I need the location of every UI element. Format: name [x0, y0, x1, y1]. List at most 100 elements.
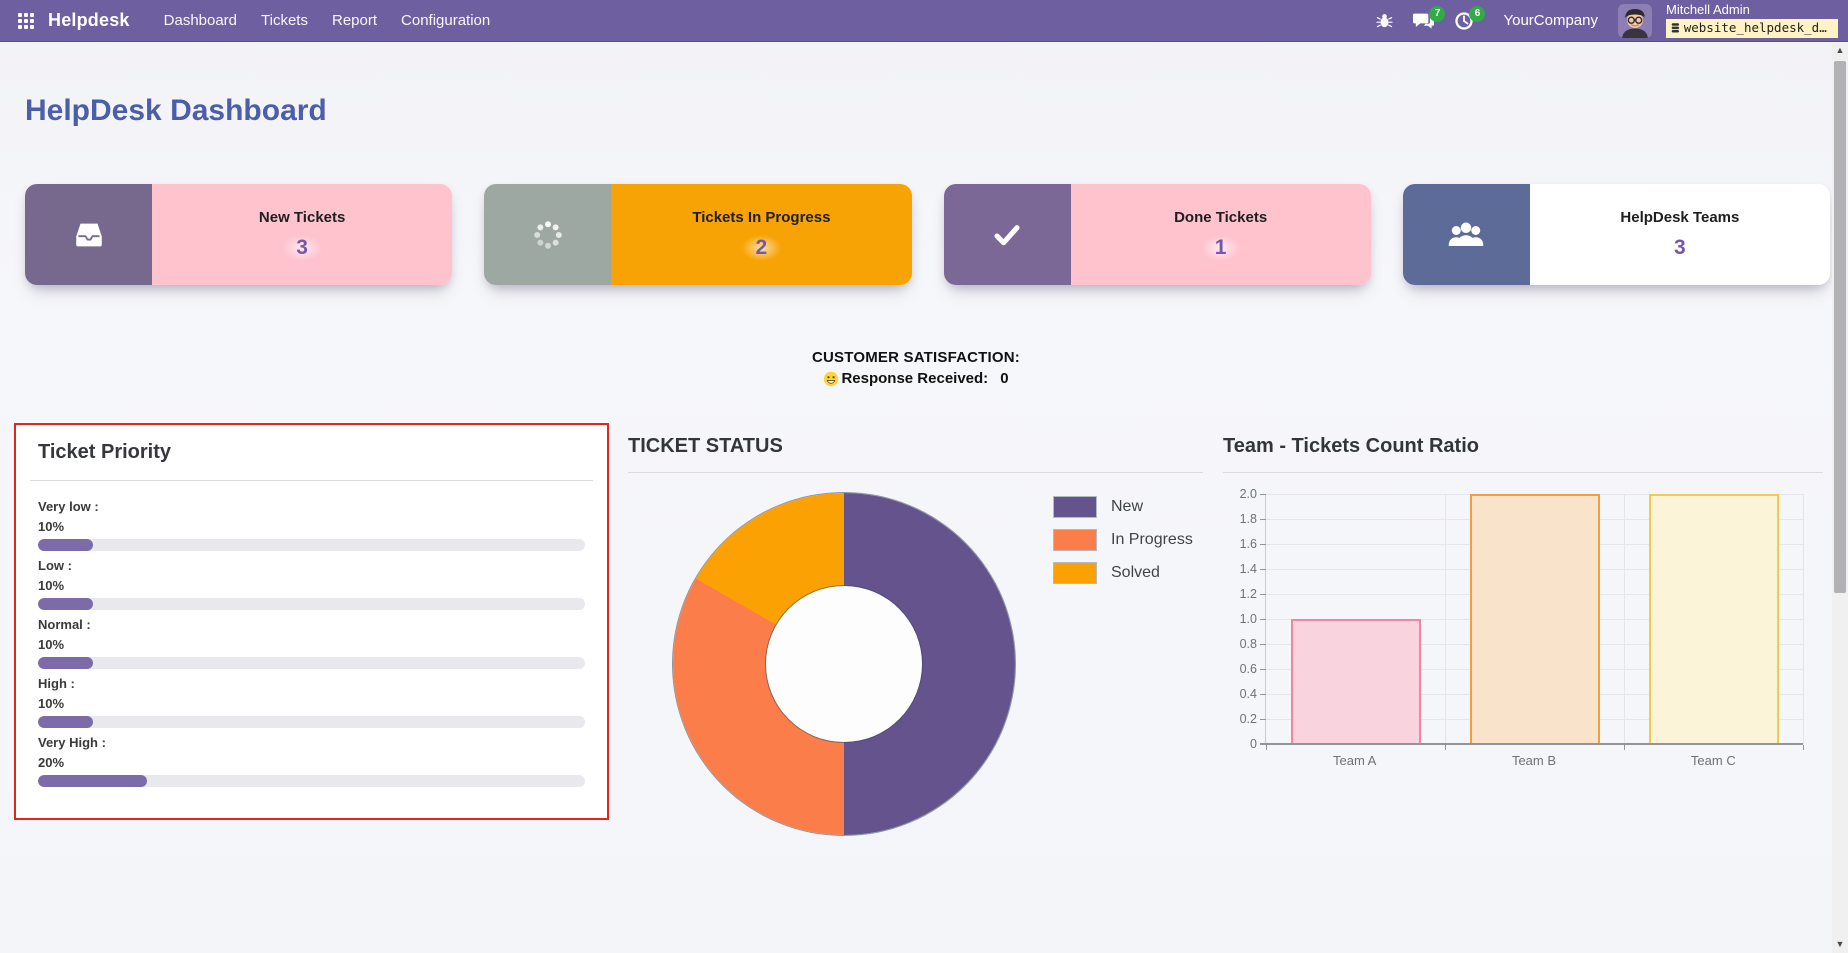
- bar-team-b[interactable]: [1469, 494, 1600, 744]
- priority-label: Low :: [38, 558, 72, 573]
- kpi-title: Done Tickets: [1174, 208, 1268, 226]
- priority-row-very-high: Very High : 20%: [28, 735, 595, 787]
- priority-progressbar: [38, 775, 585, 787]
- y-axis-tick: 1.6: [1239, 537, 1257, 551]
- kpi-card-tickets-in-progress[interactable]: Tickets In Progress 2: [484, 184, 912, 285]
- scroll-up-arrow[interactable]: ▲: [1835, 45, 1845, 55]
- y-axis-tick: 0: [1250, 737, 1257, 751]
- messages-icon[interactable]: 7: [1406, 5, 1446, 36]
- kpi-value: 3: [282, 234, 322, 261]
- legend-label: Solved: [1111, 564, 1160, 581]
- bar-team-a[interactable]: [1290, 619, 1421, 744]
- kpi-title: New Tickets: [258, 208, 346, 226]
- kpi-cards-row: New Tickets 3 Tickets In Progress 2 Done Tic…: [25, 184, 1830, 285]
- kpi-card-new-tickets[interactable]: New Tickets 3: [25, 184, 453, 285]
- database-name: website_helpdesk_dashboa…: [1683, 21, 1833, 36]
- priority-progressbar: [38, 598, 585, 610]
- kpi-value: 3: [1660, 234, 1700, 261]
- priority-percent: 10%: [38, 578, 65, 593]
- legend-label: New: [1111, 498, 1144, 515]
- check-icon: [943, 184, 1071, 285]
- kpi-value: 2: [741, 234, 782, 261]
- scrollbar-thumb[interactable]: [1834, 61, 1846, 593]
- ticket-status-donut-chart[interactable]: [673, 493, 1015, 835]
- app-brand[interactable]: Helpdesk: [48, 10, 130, 30]
- kpi-title: Tickets In Progress: [692, 208, 831, 226]
- y-axis-tick: 0.6: [1239, 662, 1257, 676]
- legend-swatch: [1053, 529, 1097, 551]
- priority-row-low: Low : 10%: [28, 558, 595, 610]
- top-navbar: Helpdesk Dashboard Tickets Report Configura…: [0, 0, 1848, 42]
- dashboard-content: HelpDesk Dashboard New Tickets 3 Tickets I…: [0, 94, 1848, 835]
- team-ratio-bar-chart[interactable]: 2.0 1.8 1.6 1.4 1.2 1.0 0.8 0.6 0.4 0.2 0 Team A Te…: [1223, 487, 1823, 794]
- customer-satisfaction: CUSTOMER SATISFACTION: Response Received…: [0, 349, 1832, 387]
- kpi-title: HelpDesk Teams: [1620, 208, 1740, 226]
- ticket-priority-title: Ticket Priority: [38, 441, 172, 463]
- nav-menu-dashboard[interactable]: Dashboard: [163, 12, 238, 29]
- nav-menu-configuration[interactable]: Configuration: [401, 12, 491, 29]
- legend-item-solved[interactable]: Solved: [1053, 562, 1193, 584]
- y-axis-tick: 0.8: [1239, 637, 1257, 651]
- priority-percent: 10%: [38, 696, 65, 711]
- x-axis-label: Team C: [1690, 753, 1736, 768]
- company-switcher[interactable]: YourCompany: [1503, 12, 1598, 29]
- priority-progressbar: [38, 539, 585, 551]
- priority-row-high: High : 10%: [28, 676, 595, 728]
- spinner-icon: [484, 184, 612, 285]
- legend-item-new[interactable]: New: [1053, 496, 1193, 518]
- database-icon: [1671, 23, 1680, 33]
- legend-swatch: [1053, 562, 1097, 584]
- y-axis-tick: 1.8: [1239, 512, 1257, 526]
- nav-menu-report[interactable]: Report: [331, 12, 378, 29]
- priority-label: High :: [38, 676, 75, 691]
- x-axis-label: Team B: [1511, 753, 1557, 768]
- database-indicator: website_helpdesk_dashboa…: [1666, 19, 1838, 38]
- messages-badge: 7: [1429, 6, 1446, 22]
- response-received-value: 0: [1000, 370, 1009, 387]
- debug-bug-icon[interactable]: [1369, 6, 1400, 35]
- satisfaction-heading: CUSTOMER SATISFACTION:: [811, 349, 1020, 366]
- legend-item-in-progress[interactable]: In Progress: [1053, 529, 1193, 551]
- apps-grid-icon[interactable]: [18, 12, 34, 29]
- team-ratio-panel: Team - Tickets Count Ratio 2.0 1.8 1.6 1.4 1…: [1223, 423, 1823, 794]
- user-name: Mitchell Admin: [1666, 2, 1750, 18]
- priority-percent: 20%: [38, 755, 65, 770]
- y-axis-tick: 0.2: [1239, 712, 1257, 726]
- ticket-status-title: TICKET STATUS: [628, 435, 783, 457]
- user-avatar[interactable]: [1618, 3, 1652, 38]
- priority-progressbar: [38, 716, 585, 728]
- priority-percent: 10%: [38, 637, 65, 652]
- smiley-icon: [824, 371, 839, 386]
- nav-menu-tickets[interactable]: Tickets: [261, 12, 308, 29]
- x-axis-label: Team A: [1332, 753, 1377, 768]
- priority-percent: 10%: [38, 519, 65, 534]
- kpi-card-helpdesk-teams[interactable]: HelpDesk Teams 3: [1402, 184, 1830, 285]
- priority-label: Very High :: [38, 735, 106, 750]
- y-axis-tick: 2.0: [1239, 487, 1257, 501]
- kpi-card-done-tickets[interactable]: Done Tickets 1: [943, 184, 1371, 285]
- team-ratio-title: Team - Tickets Count Ratio: [1223, 435, 1479, 457]
- priority-progressbar: [38, 657, 585, 669]
- priority-label: Very low :: [38, 499, 99, 514]
- y-axis-tick: 1.4: [1239, 562, 1257, 576]
- scroll-down-arrow[interactable]: ▼: [1835, 939, 1845, 949]
- kpi-value: 1: [1200, 234, 1241, 261]
- vertical-scrollbar[interactable]: ▲ ▼: [1832, 43, 1848, 953]
- legend-label: In Progress: [1111, 531, 1193, 548]
- inbox-icon: [25, 184, 152, 285]
- y-axis-tick: 1.2: [1239, 587, 1257, 601]
- priority-label: Normal :: [38, 617, 91, 632]
- response-received-label: Response Received:: [841, 370, 989, 387]
- priority-row-normal: Normal : 10%: [28, 617, 595, 669]
- y-axis-tick: 0.4: [1239, 687, 1257, 701]
- page-title: HelpDesk Dashboard: [25, 94, 327, 127]
- ticket-status-panel: TICKET STATUS New In Progress Solved: [628, 423, 1203, 835]
- y-axis-tick: 1.0: [1239, 612, 1257, 626]
- chart-legend: New In Progress Solved: [1053, 496, 1193, 835]
- user-menu[interactable]: Mitchell Admin website_helpdesk_dashboa…: [1666, 2, 1838, 38]
- priority-row-very-low: Very low : 10%: [28, 499, 595, 551]
- legend-swatch: [1053, 496, 1097, 518]
- ticket-priority-panel: Ticket Priority Very low :10% Low :10% Nor…: [14, 423, 609, 820]
- activities-clock-icon[interactable]: 6: [1447, 5, 1486, 37]
- bar-team-c[interactable]: [1648, 494, 1779, 744]
